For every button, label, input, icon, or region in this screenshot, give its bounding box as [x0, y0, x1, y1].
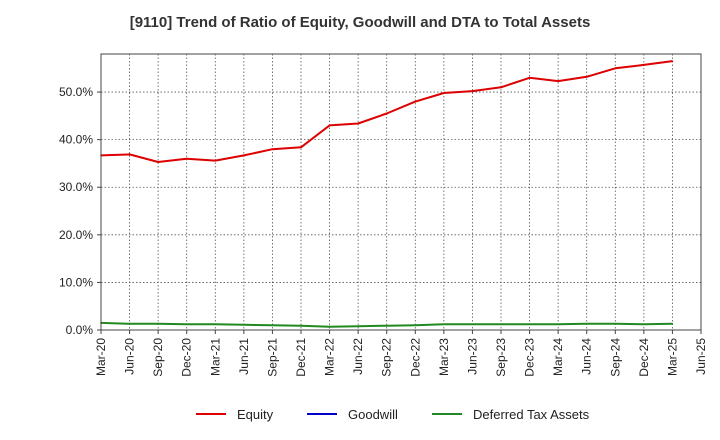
x-tick-label: Dec-23	[523, 338, 537, 377]
data-point-deferred-tax-assets	[128, 323, 131, 325]
x-tick-label: Dec-21	[294, 338, 308, 377]
series-layer	[100, 60, 674, 328]
data-point-deferred-tax-assets	[671, 323, 674, 325]
data-point-equity	[157, 161, 159, 163]
data-point-deferred-tax-assets	[585, 323, 588, 325]
x-tick-label: Mar-20	[94, 338, 108, 376]
y-tick-label: 40.0%	[59, 133, 93, 147]
x-tick-label: Dec-22	[408, 338, 422, 377]
chart-title: [9110] Trend of Ratio of Equity, Goodwil…	[129, 14, 591, 31]
y-tick-label: 0.0%	[66, 323, 94, 337]
x-tick-label: Sep-21	[265, 338, 279, 377]
x-tick-label: Mar-22	[323, 338, 337, 376]
x-tick-label: Jun-24	[580, 338, 594, 375]
data-point-deferred-tax-assets	[243, 323, 245, 326]
y-tick-label: 10.0%	[59, 275, 93, 289]
y-tick-label: 50.0%	[59, 85, 93, 99]
data-point-deferred-tax-assets	[414, 324, 417, 327]
data-point-deferred-tax-assets	[643, 323, 645, 326]
data-point-deferred-tax-assets	[214, 323, 217, 326]
x-tick-label: Dec-20	[180, 338, 194, 377]
grid	[101, 54, 701, 330]
plot-background	[101, 54, 701, 330]
data-point-deferred-tax-assets	[500, 323, 502, 326]
data-point-deferred-tax-assets	[528, 323, 531, 326]
x-tick-label: Mar-24	[551, 338, 565, 376]
data-point-deferred-tax-assets	[271, 324, 274, 327]
legend: Equity Goodwill Deferred Tax Assets	[196, 407, 590, 422]
y-axis: 0.0% 10.0% 20.0% 30.0% 40.0% 50.0%	[59, 85, 101, 337]
x-tick-label: Mar-25	[665, 338, 679, 376]
data-point-equity	[671, 60, 674, 62]
data-point-equity	[271, 148, 274, 150]
legend-label-deferred-tax-assets: Deferred Tax Assets	[473, 407, 590, 422]
data-point-equity	[243, 154, 245, 157]
x-tick-label: Dec-24	[637, 338, 651, 377]
data-point-deferred-tax-assets	[385, 324, 388, 327]
data-point-deferred-tax-assets	[328, 325, 331, 328]
y-tick-label: 30.0%	[59, 180, 93, 194]
x-tick-label: Jun-23	[465, 338, 479, 375]
plot-frame	[100, 53, 702, 331]
data-point-equity	[385, 112, 388, 115]
data-point-deferred-tax-assets	[471, 323, 474, 326]
data-point-equity	[528, 76, 531, 79]
data-point-equity	[471, 90, 474, 92]
y-tick-label: 20.0%	[59, 228, 93, 242]
data-point-equity	[614, 67, 617, 70]
data-point-equity	[500, 86, 502, 89]
data-point-deferred-tax-assets	[157, 323, 159, 325]
data-point-equity	[443, 92, 445, 94]
data-point-deferred-tax-assets	[300, 324, 302, 327]
x-tick-label: Sep-20	[151, 338, 165, 377]
x-tick-label: Sep-22	[380, 338, 394, 377]
legend-label-equity: Equity	[237, 407, 274, 422]
data-point-equity	[557, 80, 559, 82]
data-point-equity	[185, 157, 188, 160]
data-point-equity	[128, 153, 131, 156]
x-tick-label: Sep-23	[494, 338, 508, 377]
x-axis: Mar-20 Jun-20 Sep-20 Dec-20 Mar-21 Jun-21 Sep-…	[94, 330, 708, 377]
x-tick-label: Jun-20	[123, 338, 137, 375]
data-point-deferred-tax-assets	[557, 323, 559, 326]
data-point-equity	[414, 100, 417, 103]
x-tick-label: Jun-25	[694, 338, 708, 375]
data-point-equity	[643, 64, 645, 66]
data-point-equity	[300, 146, 302, 149]
x-tick-label: Mar-23	[437, 338, 451, 376]
data-point-deferred-tax-assets	[185, 323, 188, 326]
x-tick-label: Jun-22	[351, 338, 365, 375]
data-point-equity	[357, 122, 359, 125]
data-point-equity	[328, 124, 331, 127]
data-point-equity	[585, 76, 588, 78]
legend-label-goodwill: Goodwill	[348, 407, 398, 422]
data-point-deferred-tax-assets	[443, 323, 445, 326]
data-point-deferred-tax-assets	[357, 325, 359, 327]
data-point-deferred-tax-assets	[614, 323, 617, 325]
x-tick-label: Mar-21	[208, 338, 222, 376]
data-point-equity	[214, 159, 217, 162]
x-tick-label: Sep-24	[608, 338, 622, 377]
x-tick-label: Jun-21	[237, 338, 251, 375]
